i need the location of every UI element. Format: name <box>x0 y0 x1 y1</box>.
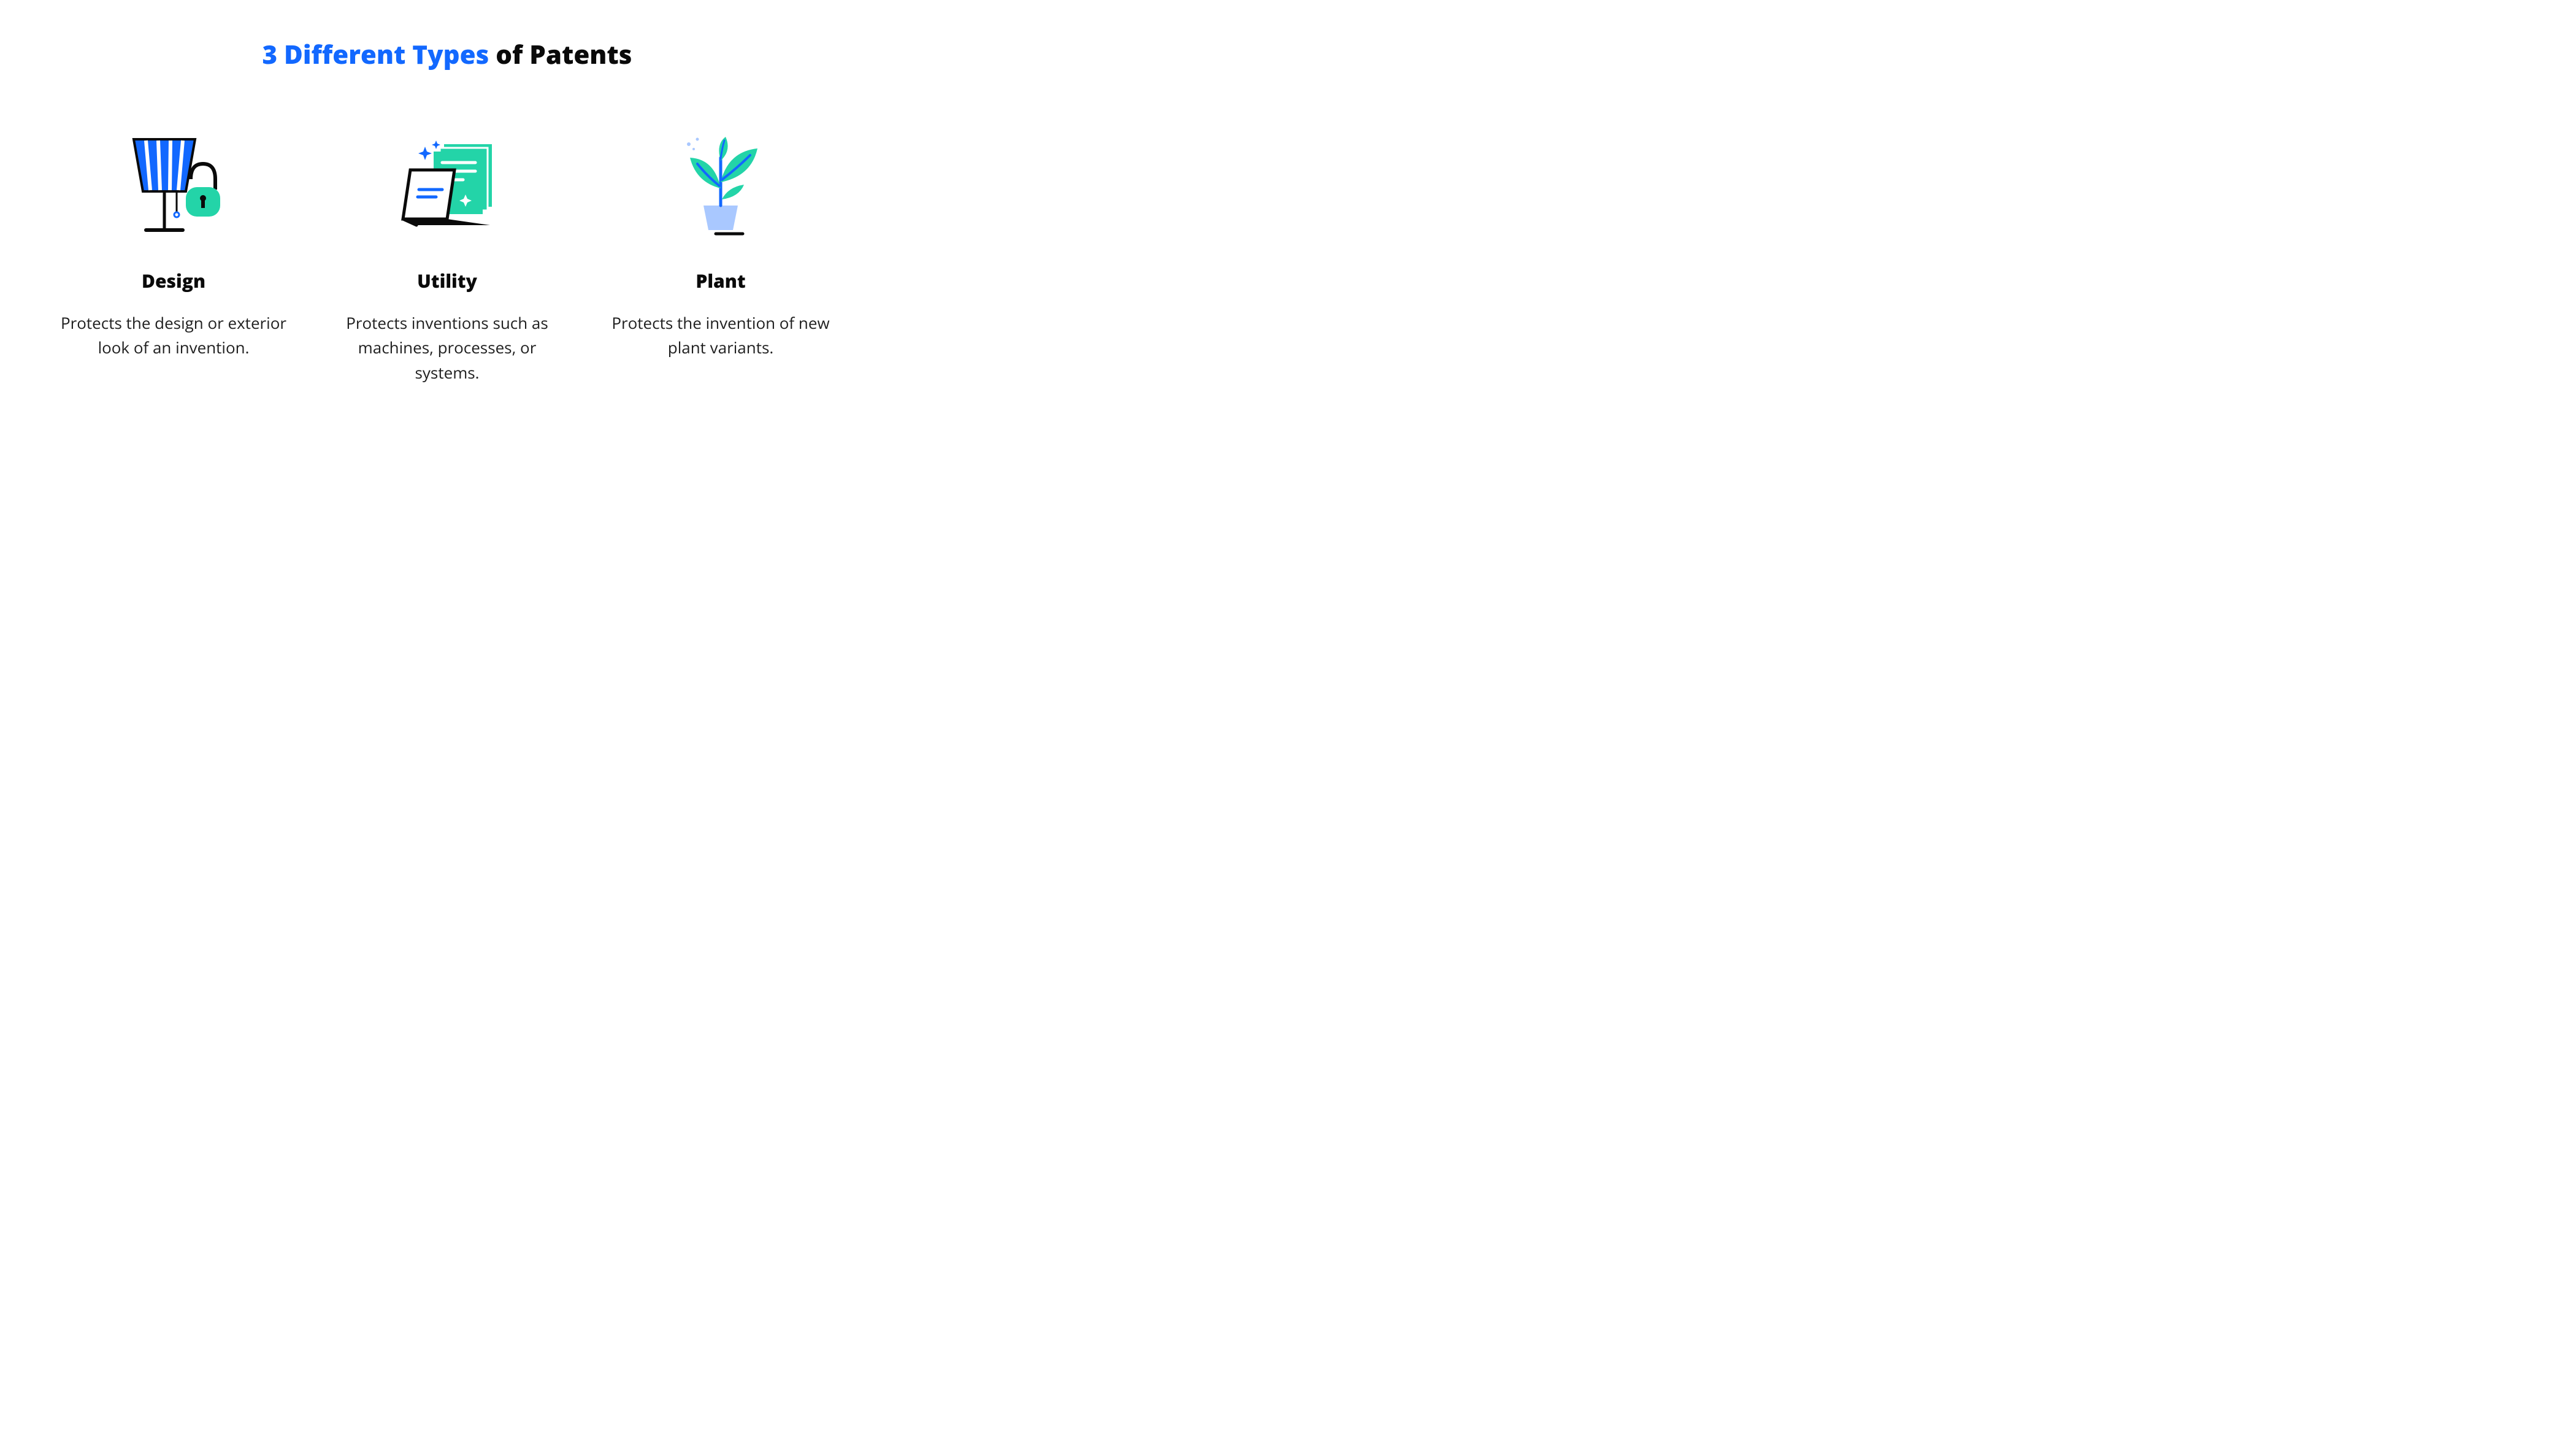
card-heading-utility: Utility <box>329 268 565 293</box>
card-design: Design Protects the design or exterior l… <box>55 127 292 385</box>
title-accent: 3 Different Types <box>263 37 489 72</box>
lamp-lock-icon <box>55 127 292 237</box>
card-desc-design: Protects the design or exterior look of … <box>55 310 292 360</box>
laptop-document-icon <box>329 127 565 237</box>
card-desc-plant: Protects the invention of new plant vari… <box>602 310 839 360</box>
card-heading-plant: Plant <box>602 268 839 293</box>
card-desc-utility: Protects inventions such as machines, pr… <box>329 310 565 385</box>
potted-plant-icon <box>602 127 839 237</box>
card-plant: Plant Protects the invention of new plan… <box>602 127 839 385</box>
card-heading-design: Design <box>55 268 292 293</box>
card-utility: Utility Protects inventions such as mach… <box>329 127 565 385</box>
infographic-container: 3 Different Types of Patents <box>0 0 894 409</box>
title-rest: of Patents <box>489 37 632 72</box>
cards-row: Design Protects the design or exterior l… <box>37 127 857 385</box>
page-title: 3 Different Types of Patents <box>37 37 857 72</box>
